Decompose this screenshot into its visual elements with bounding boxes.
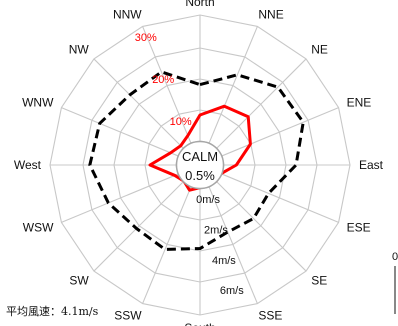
- grid-spoke-3: [221, 107, 339, 157]
- grid-spoke-10: [93, 181, 184, 272]
- grid-spoke-14: [93, 58, 184, 149]
- direction-label-sw: SW: [69, 273, 89, 287]
- direction-label-wsw: WSW: [23, 220, 54, 234]
- direction-label-nw: NW: [69, 43, 90, 57]
- speed-label-2m-s: 2m/s: [204, 225, 228, 237]
- direction-label-sse: SSE: [258, 309, 282, 323]
- direction-label-nnw: NNW: [113, 7, 142, 21]
- direction-label-ene: ENE: [347, 96, 372, 110]
- edge-mark: 0: [392, 251, 398, 263]
- ring-label-30pct: 30%: [135, 32, 157, 44]
- polar-grid: [49, 14, 351, 316]
- grid-spoke-7: [208, 186, 258, 304]
- direction-label-west: West: [14, 158, 42, 172]
- grid-spoke-9: [142, 186, 192, 304]
- direction-label-ssw: SSW: [114, 309, 142, 323]
- calm-value: 0.5%: [185, 168, 215, 183]
- direction-label-north: North: [185, 0, 214, 9]
- ring-label-10pct: 10%: [170, 116, 192, 128]
- speed-label-0m-s: 0m/s: [196, 194, 220, 206]
- label-layer: North NNE NE ENE East ESE SE SSE South SSW SW WSW We…: [14, 0, 384, 326]
- ring-label-20pct: 20%: [152, 74, 174, 86]
- calm-circle: [175, 140, 225, 190]
- grid-spoke-6: [216, 181, 307, 272]
- grid-spoke-1: [208, 26, 258, 144]
- mean-speed-series-line: [88, 70, 305, 251]
- direction-label-south: South: [184, 321, 215, 326]
- grid-spoke-11: [61, 173, 179, 223]
- direction-label-nne: NNE: [258, 7, 283, 21]
- direction-label-ne: NE: [311, 43, 328, 57]
- direction-label-east: East: [359, 158, 384, 172]
- direction-label-wnw: WNW: [22, 96, 54, 110]
- grid-spoke-2: [216, 58, 307, 149]
- calm-label: CALM: [182, 149, 218, 164]
- grid-spoke-13: [61, 107, 179, 157]
- grid-spoke-5: [221, 173, 339, 223]
- direction-label-ese: ESE: [347, 220, 371, 234]
- speed-label-6m-s: 6m/s: [220, 285, 244, 297]
- grid-spoke-15: [142, 26, 192, 144]
- direction-label-se: SE: [311, 273, 327, 287]
- speed-label-4m-s: 4m/s: [212, 255, 236, 267]
- mean-wind-speed-note: 平均風速：4.1m/s: [6, 305, 99, 318]
